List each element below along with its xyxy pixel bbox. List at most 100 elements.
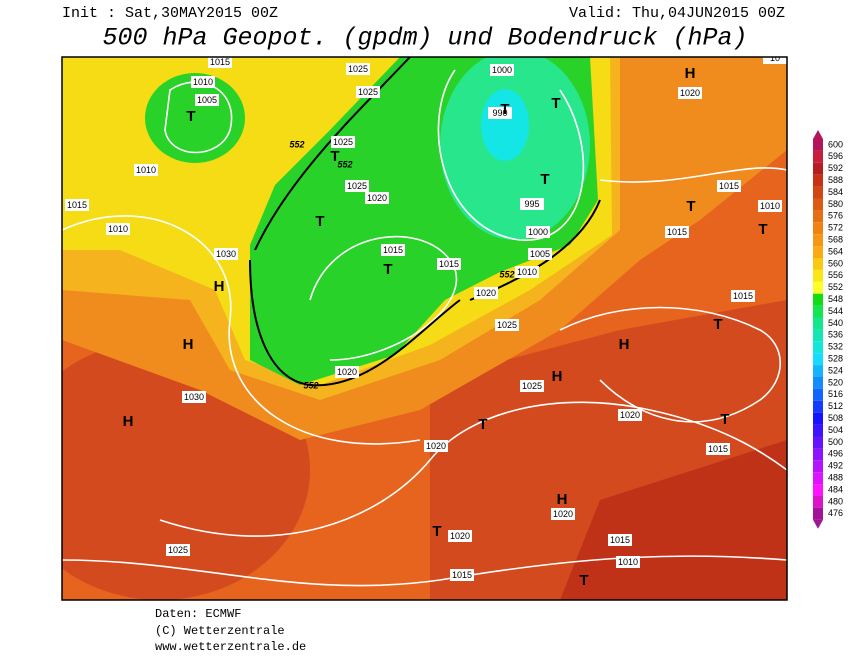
- isobar-label-box: [65, 199, 89, 211]
- colorbar-label: 584: [828, 187, 843, 197]
- isobar-label: 1025: [348, 64, 368, 74]
- isobar-label-box: [331, 136, 355, 148]
- colorbar-swatch: [813, 174, 823, 187]
- colorbar-label: 556: [828, 270, 843, 280]
- isobar-label: 1005: [197, 95, 217, 105]
- isobar-label-box: [551, 508, 575, 520]
- colorbar-swatch: [813, 234, 823, 247]
- colorbar-swatch: [813, 329, 823, 342]
- isobar-label-box: [356, 86, 380, 98]
- isobar-label: 990: [492, 108, 507, 118]
- colorbar-label: 480: [828, 496, 843, 506]
- isobar-label-box: [763, 57, 787, 64]
- isobar-label-box: [717, 180, 741, 192]
- pressure-center: T: [720, 411, 729, 428]
- isobar-label-box: [365, 192, 389, 204]
- isobar-label: 1030: [216, 249, 236, 259]
- isobar-label: 1010: [108, 224, 128, 234]
- colorbar-label: 544: [828, 306, 843, 316]
- isobar-label-box: [346, 63, 370, 75]
- colorbar-swatch: [813, 293, 823, 306]
- pressure-center: T: [315, 213, 324, 230]
- isobar-label-box: [335, 366, 359, 378]
- isobar-label-box: [495, 319, 519, 331]
- isobar-label: 1030: [184, 392, 204, 402]
- isobar-label: 1025: [522, 381, 542, 391]
- isobar-label-box: [424, 440, 448, 452]
- isobar-label: 1025: [497, 320, 517, 330]
- isobar-label-box: [706, 443, 730, 455]
- isobar-label-box: [616, 556, 640, 568]
- colorbar-swatch: [813, 460, 823, 473]
- colorbar-swatch: [813, 269, 823, 282]
- isobar-label: 1015: [708, 444, 728, 454]
- isobar-label: 1010: [136, 165, 156, 175]
- isobar-label-box: [758, 200, 782, 212]
- colorbar-label: 524: [828, 365, 843, 375]
- isobar-label-box: [474, 287, 498, 299]
- colorbar-label: 504: [828, 425, 843, 435]
- colorbar-swatch: [813, 507, 823, 520]
- colorbar-label: 516: [828, 389, 843, 399]
- colorbar-swatch: [813, 377, 823, 389]
- isobar-label: 1025: [347, 181, 367, 191]
- isobar: [559, 306, 782, 423]
- isobar-label-box: [134, 164, 158, 176]
- colorbar-label: 492: [828, 461, 843, 471]
- pressure-center: T: [551, 95, 560, 112]
- isobar-label-box: [182, 391, 206, 403]
- isobar: [599, 167, 787, 183]
- colorbar-label: 520: [828, 377, 843, 387]
- isobar-label: 1015: [733, 291, 753, 301]
- isobar-label-box: [731, 290, 755, 302]
- isobar-label-box: [526, 226, 550, 238]
- contour-label: 552: [337, 159, 352, 169]
- isobar-label: 1020: [337, 367, 357, 377]
- colorbar-label: 592: [828, 163, 843, 173]
- colorbar-cap: [813, 519, 823, 529]
- colorbar-swatch: [813, 281, 823, 294]
- pressure-center: H: [619, 336, 630, 353]
- isobar-label-box: [528, 248, 552, 260]
- isobar-label: 1015: [667, 227, 687, 237]
- colorbar-label: 580: [828, 199, 843, 209]
- isobar-label-box: [195, 94, 219, 106]
- colorbar-swatch: [813, 412, 823, 425]
- pressure-center: H: [214, 278, 225, 295]
- colorbar-swatch: [813, 317, 823, 330]
- colorbar-label: 552: [828, 282, 843, 292]
- map-title: 500 hPa Geopot. (gpdm) und Bodendruck (h…: [102, 24, 747, 53]
- isobar-label-box: [678, 87, 702, 99]
- isobar-label-box: [665, 226, 689, 238]
- isobar-label: 1010: [760, 201, 780, 211]
- isobar-label: 1020: [553, 509, 573, 519]
- pressure-center: H: [557, 491, 568, 508]
- colorbar-swatch: [813, 388, 823, 401]
- isobar-label: 1025: [358, 87, 378, 97]
- isobar-label: 1005: [530, 249, 550, 259]
- colorbar-label: 496: [828, 449, 843, 459]
- pressure-center: T: [540, 171, 549, 188]
- colorbar-label: 596: [828, 151, 843, 161]
- isobar-label-box: [520, 380, 544, 392]
- colorbar-label: 488: [828, 473, 843, 483]
- colorbar-label: 576: [828, 211, 843, 221]
- colorbar-label: 572: [828, 223, 843, 233]
- pressure-center: H: [183, 336, 194, 353]
- isobar-label: 1000: [492, 65, 512, 75]
- isobar-label-box: [490, 64, 514, 76]
- colorbar-label: 540: [828, 318, 843, 328]
- footer-line: (C) Wetterzentrale: [155, 624, 285, 638]
- colorbar-swatch: [813, 139, 823, 151]
- isobar-label: 995: [524, 199, 539, 209]
- isobar-label-box: [381, 244, 405, 256]
- isobar-label-box: [520, 198, 544, 210]
- isobar-label-box: [608, 534, 632, 546]
- isobar-label: 1015: [719, 181, 739, 191]
- pressure-center: T: [758, 221, 767, 238]
- pressure-center: T: [500, 101, 509, 118]
- isobar-label-box: [437, 258, 461, 270]
- pressure-center: T: [330, 148, 339, 165]
- isobar-label: 1020: [620, 410, 640, 420]
- pressure-center: T: [432, 523, 441, 540]
